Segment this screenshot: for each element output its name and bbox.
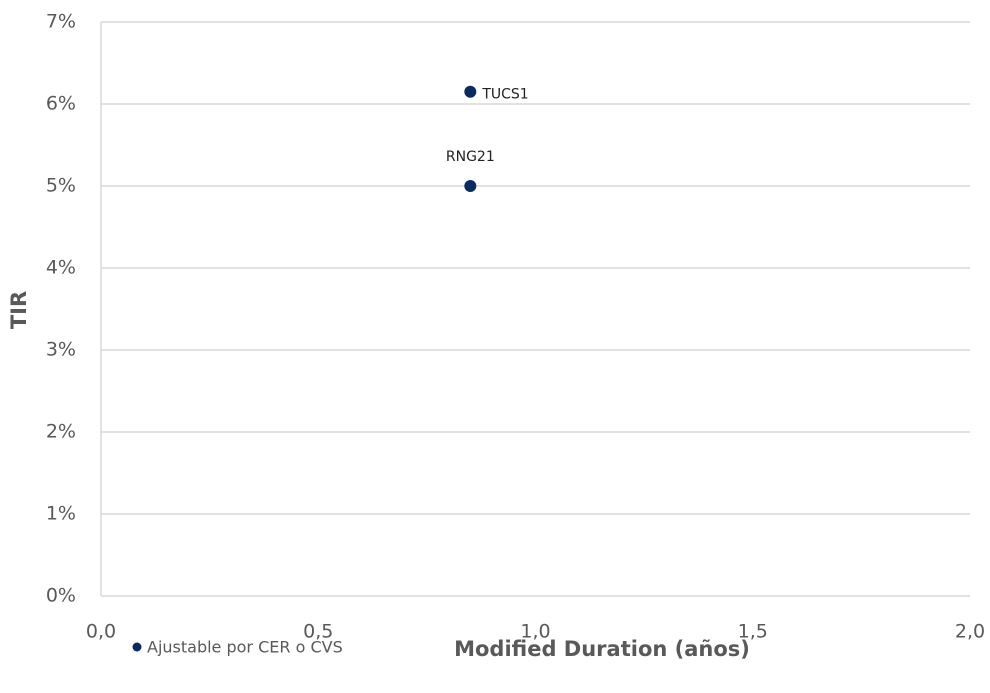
y-tick-label: 0% (46, 585, 76, 607)
x-axis-title: Modified Duration (años) (454, 637, 750, 661)
point (464, 85, 477, 98)
y-axis-title: TIR (7, 291, 31, 329)
y-tick-label: 7% (46, 11, 76, 33)
point-label: RNG21 (446, 149, 495, 165)
y-tick-label: 2% (46, 421, 76, 443)
x-tick-label: 2,0 (955, 621, 985, 643)
point-label: TUCS1 (481, 87, 528, 103)
y-tick-label: 6% (46, 93, 76, 115)
y-tick-label: 1% (46, 503, 76, 525)
y-tick-label: 5% (46, 175, 76, 197)
legend-label: Ajustable por CER o CVS (147, 638, 343, 657)
legend-marker (132, 642, 142, 652)
x-tick-label: 1,5 (738, 621, 768, 643)
x-tick-label: 0,0 (86, 621, 116, 643)
y-tick-label: 4% (46, 257, 76, 279)
y-tick-label: 3% (46, 339, 76, 361)
x-tick-label: 1,0 (520, 621, 550, 643)
point (464, 180, 477, 192)
x-tick-label: 0,5 (303, 621, 333, 643)
